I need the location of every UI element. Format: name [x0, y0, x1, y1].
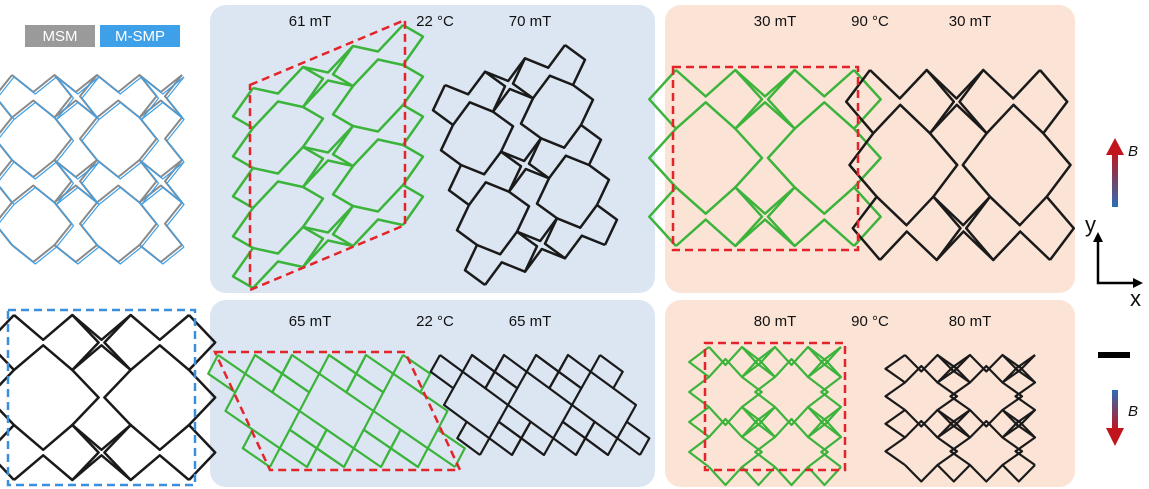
field-label: 65 mT [289, 313, 332, 330]
field-label: B [1128, 143, 1138, 160]
lattice-strut [0, 77, 14, 247]
temperature-label: 90 °C [851, 13, 889, 30]
lattice-strut [12, 101, 182, 118]
lattice-strut [14, 315, 189, 340]
field-label: 80 mT [754, 313, 797, 330]
legend-label: MSM [43, 28, 78, 45]
lattice-strut [14, 77, 184, 94]
axis-label: x [1130, 286, 1141, 311]
field-label: 30 mT [949, 13, 992, 30]
field-label: 70 mT [509, 13, 552, 30]
field-arrow [1112, 390, 1118, 430]
lattice-strut [14, 162, 184, 179]
lattice-strut [14, 247, 184, 264]
field-arrow-head [1106, 428, 1124, 446]
lattice-strut [165, 75, 182, 245]
separator-bar [1098, 352, 1130, 358]
lattice-strut [14, 455, 189, 480]
lattice-strut [57, 77, 74, 247]
field-label: B [1128, 403, 1138, 420]
legend-label: M-SMP [115, 28, 165, 45]
temperature-label: 90 °C [851, 313, 889, 330]
field-label: 30 mT [754, 13, 797, 30]
figure: MSM M-SMP 61 mT 22 °C 70 mT 30 mT 90 °C … [0, 0, 1149, 489]
field-label: 80 mT [949, 313, 992, 330]
field-label: 65 mT [509, 313, 552, 330]
field-arrow [1112, 152, 1118, 207]
field-arrow-head [1106, 138, 1124, 155]
lattice-strut [14, 345, 189, 370]
field-label: 61 mT [289, 13, 332, 30]
frame [8, 310, 195, 485]
temperature-label: 22 °C [416, 313, 454, 330]
axes [1098, 240, 1135, 283]
axis-label: y [1085, 212, 1096, 237]
lattice-strut [72, 315, 98, 480]
lattice-strut [14, 425, 189, 450]
lattice-strut [12, 186, 182, 203]
lattice-strut [142, 77, 159, 247]
panel-bg [210, 5, 655, 293]
temperature-label: 22 °C [416, 13, 454, 30]
lattice-strut [80, 75, 97, 245]
lattice-strut [104, 315, 130, 480]
